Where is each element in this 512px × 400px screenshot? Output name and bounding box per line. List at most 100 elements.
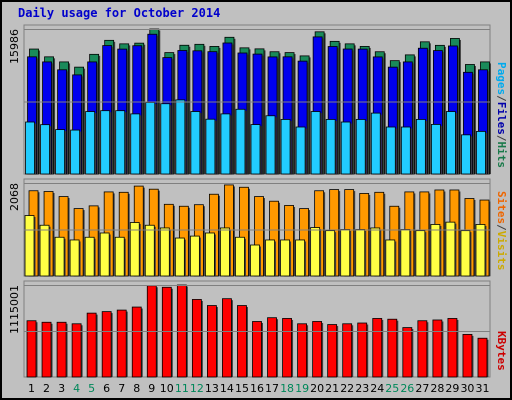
x-tick-label-8: 8	[133, 382, 140, 395]
x-tick-label-29: 29	[445, 382, 459, 395]
bar-pages-12	[190, 111, 201, 175]
bar-pages-1	[25, 121, 35, 175]
bar-sites-30	[460, 230, 471, 277]
bar-kbytes-10	[161, 286, 172, 378]
bar-sites-4	[69, 239, 80, 277]
bar-sites-23	[355, 229, 366, 277]
panel-middle-legend: Sites/Visits	[495, 191, 508, 271]
bar-kbytes-28	[432, 319, 443, 378]
x-tick-label-17: 17	[265, 382, 279, 395]
bar-pages-16	[250, 124, 261, 175]
legend-segment-top-2: Files	[495, 101, 508, 135]
bar-kbytes-15	[237, 305, 247, 378]
bar-pages-8	[130, 113, 141, 175]
bar-kbytes-14	[222, 298, 232, 378]
bar-kbytes-16	[252, 321, 262, 378]
legend-segment-top-4: Hits	[495, 141, 508, 169]
x-tick-label-13: 13	[205, 382, 219, 395]
x-tick-label-19: 19	[295, 382, 309, 395]
bar-kbytes-20	[312, 321, 323, 378]
bar-sites-26	[400, 229, 411, 277]
bar-pages-31	[476, 130, 486, 175]
bar-pages-27	[415, 119, 426, 175]
bar-pages-4	[70, 129, 81, 175]
legend-segment-middle-1: /	[495, 223, 508, 231]
bar-pages-19	[295, 126, 306, 175]
bar-kbytes-8	[131, 306, 142, 378]
bar-sites-6	[99, 232, 110, 277]
panel-bottom-max-label: 1115001	[8, 285, 21, 334]
bar-kbytes-22	[342, 323, 353, 378]
x-tick-label-28: 28	[430, 382, 444, 395]
x-tick-label-2: 2	[43, 382, 50, 395]
bar-sites-15	[235, 236, 245, 277]
bar-pages-14	[220, 113, 231, 175]
bar-pages-5	[85, 111, 96, 175]
bar-kbytes-17	[267, 317, 277, 378]
bar-pages-26	[400, 126, 411, 175]
bar-kbytes-24	[372, 318, 383, 378]
x-tick-label-1: 1	[28, 382, 35, 395]
bar-sites-2	[39, 224, 50, 277]
panel-top-legend: Pages/Files/Hits	[495, 62, 508, 168]
bar-sites-12	[189, 235, 200, 277]
bar-pages-15	[235, 108, 246, 175]
x-tick-label-23: 23	[355, 382, 369, 395]
bar-sites-25	[385, 239, 396, 277]
x-tick-label-31: 31	[475, 382, 489, 395]
legend-segment-middle-0: Sites	[495, 190, 508, 224]
x-tick-label-14: 14	[220, 382, 234, 395]
bar-pages-7	[115, 110, 126, 175]
bar-sites-11	[174, 237, 185, 277]
bar-kbytes-5	[86, 312, 97, 378]
legend-segment-top-1: /	[495, 95, 508, 102]
bar-kbytes-13	[207, 305, 217, 378]
bar-pages-18	[280, 119, 291, 175]
bar-pages-13	[205, 118, 216, 175]
x-tick-label-12: 12	[190, 382, 204, 395]
bar-kbytes-29	[447, 318, 458, 378]
bar-sites-21	[325, 230, 336, 277]
x-tick-label-10: 10	[160, 382, 174, 395]
bar-pages-29	[446, 111, 456, 175]
bar-sites-14	[220, 227, 230, 277]
bar-pages-6	[100, 110, 111, 175]
bar-kbytes-12	[191, 299, 202, 378]
bar-pages-28	[430, 124, 441, 175]
bar-sites-5	[84, 236, 95, 277]
bar-kbytes-25	[387, 318, 398, 378]
x-tick-label-22: 22	[340, 382, 354, 395]
bar-sites-3	[54, 236, 65, 277]
bar-sites-31	[475, 224, 486, 277]
bar-sites-17	[265, 239, 275, 277]
bar-pages-30	[461, 134, 471, 175]
panel-bottom-legend: KBytes	[495, 331, 508, 371]
legend-segment-top-0: Pages	[495, 62, 508, 96]
bar-kbytes-23	[357, 322, 368, 378]
bar-pages-17	[265, 115, 276, 175]
x-tick-label-3: 3	[58, 382, 65, 395]
x-tick-label-30: 30	[460, 382, 474, 395]
legend-segment-middle-2: Visits	[495, 230, 508, 270]
bar-sites-10	[159, 227, 170, 277]
bar-sites-28	[430, 224, 441, 277]
bar-pages-23	[355, 119, 366, 175]
bar-sites-27	[415, 230, 426, 277]
panel-top-max-label: 15986	[8, 29, 21, 64]
bar-kbytes-3	[56, 321, 67, 378]
bar-kbytes-30	[462, 334, 473, 378]
x-tick-label-5: 5	[88, 382, 95, 395]
bar-pages-22	[340, 121, 351, 175]
bar-kbytes-26	[402, 327, 413, 378]
bar-pages-9	[145, 102, 156, 175]
legend-segment-bottom-0: KBytes	[495, 331, 508, 371]
bar-kbytes-4	[71, 323, 82, 378]
bar-pages-2	[40, 124, 50, 175]
bar-pages-3	[55, 129, 65, 175]
x-tick-label-18: 18	[280, 382, 294, 395]
bar-sites-13	[205, 232, 215, 277]
x-tick-label-16: 16	[250, 382, 264, 395]
x-tick-label-20: 20	[310, 382, 324, 395]
bar-sites-8	[129, 222, 140, 277]
